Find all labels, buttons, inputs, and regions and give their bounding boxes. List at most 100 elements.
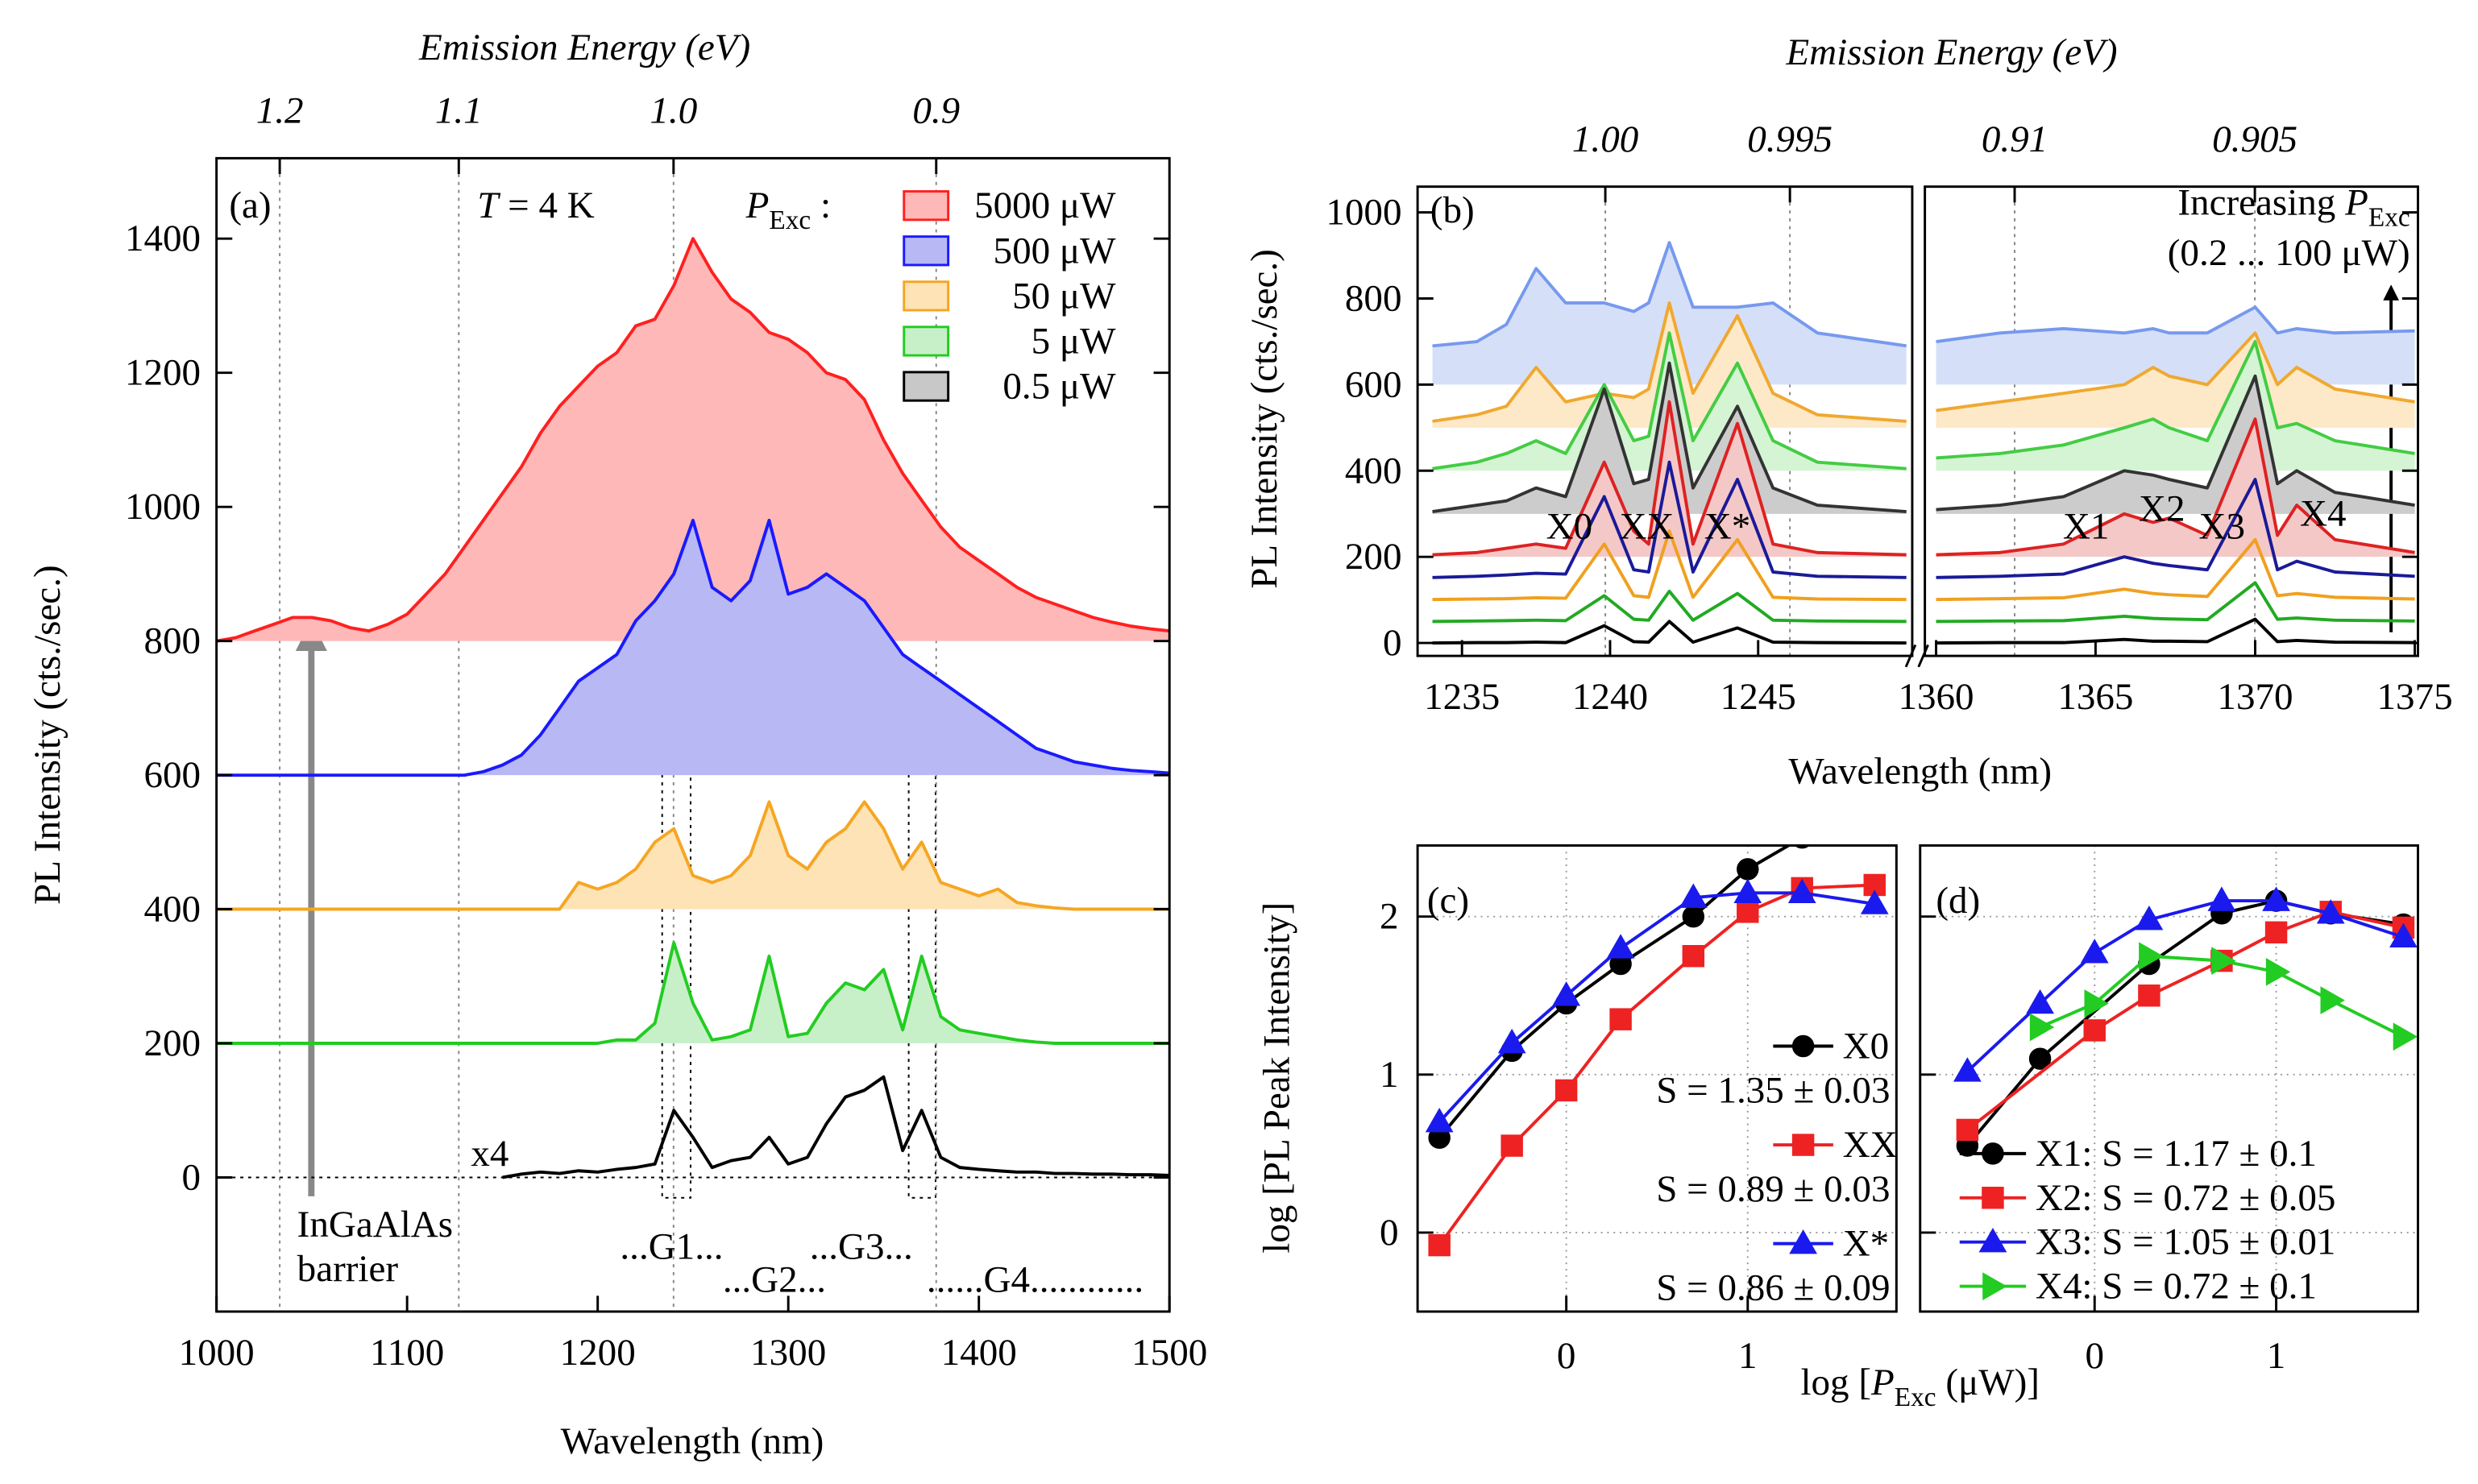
legend-marker: [1982, 1272, 2007, 1300]
y-tick-label: 2: [1380, 896, 1399, 938]
marker: [1679, 883, 1708, 908]
top-tick-label: 1.2: [256, 90, 304, 132]
top-axis-title: Emission Energy (eV): [418, 27, 750, 68]
barrier-label: barrier: [297, 1248, 399, 1290]
spectrum-fill: [216, 802, 1170, 910]
x-axis-title: Wavelength (nm): [1788, 750, 2052, 792]
y-tick-label: 0: [182, 1156, 201, 1198]
y-axis-title: PL Intensity (cts./sec.): [27, 565, 68, 905]
y-tick-label: 1000: [1326, 192, 1401, 234]
top-tick-label: 0.91: [1982, 118, 2048, 160]
x-tick-label: 1000: [179, 1332, 255, 1374]
annotation: x4: [471, 1133, 508, 1175]
x-tick-label: 1200: [560, 1332, 636, 1374]
legend-marker: [1791, 1134, 1815, 1156]
annotation: ...G2...: [723, 1259, 826, 1301]
legend-marker: [1978, 1228, 2007, 1253]
legend-swatch: [903, 325, 950, 357]
legend-label: X*: [1843, 1223, 1890, 1265]
temperature-label: T = 4 K: [477, 184, 595, 226]
x-axis-title-part: (μW)]: [1936, 1362, 2040, 1403]
y-tick-label: 1200: [125, 352, 201, 394]
axis-break: [1904, 644, 1917, 668]
marker: [2316, 899, 2345, 924]
legend-marker: [1791, 1034, 1815, 1058]
top-tick-label: 0.9: [912, 90, 960, 132]
annotation: ......G4............: [927, 1259, 1144, 1301]
spectrum-line: [1432, 361, 1907, 514]
spectrum-line: [1936, 617, 2415, 645]
x-tick-label: 1400: [941, 1332, 1017, 1374]
marker: [2080, 939, 2109, 964]
marker: [2264, 921, 2288, 944]
annotation: X1: [2063, 505, 2110, 547]
spectrum-line: [1432, 620, 1907, 645]
marker: [1497, 1028, 1526, 1054]
x-axis-title-part: P: [1870, 1362, 1895, 1403]
y-tick-label: 400: [143, 888, 201, 930]
spectrum-line: [1432, 241, 1907, 348]
annotation: X0: [1546, 505, 1593, 547]
marker: [1737, 858, 1759, 881]
x-tick-label: 1370: [2217, 676, 2293, 718]
marker: [2138, 984, 2160, 1007]
legend-label: X3: S = 1.05 ± 0.01: [2036, 1221, 2336, 1263]
group-box: [907, 731, 936, 1199]
spectrum-line: [1936, 305, 2415, 344]
legend-swatch: [903, 190, 950, 222]
legend-swatch: [903, 280, 950, 312]
spectrum-line: [1936, 537, 2415, 602]
barrier-label: InGaAlAs: [297, 1204, 453, 1246]
legend-label: X4: S = 0.72 ± 0.1: [2036, 1266, 2317, 1308]
marker: [1425, 1107, 1454, 1133]
x-tick-label: 1300: [750, 1332, 826, 1374]
legend-label: 0.5 μW: [1002, 366, 1116, 408]
series-group: [1953, 886, 2418, 1157]
power-note-part: Increasing: [2177, 181, 2345, 223]
spectrum-fill: [1936, 375, 2415, 514]
spectrum-line: [1936, 331, 2415, 412]
marker: [2211, 947, 2236, 975]
marker: [1953, 1057, 1982, 1082]
top-tick-label: 0.995: [1747, 118, 1833, 160]
top-tick-label: 1.1: [435, 90, 483, 132]
legend-title-part: :: [811, 184, 831, 226]
spectrum-fill: [1936, 419, 2415, 558]
legend-title-part: Exc: [769, 205, 811, 235]
legend-label: X0: [1843, 1026, 1890, 1067]
spectrum-fill: [216, 238, 1170, 641]
x-axis-title: Wavelength (nm): [561, 1420, 824, 1462]
annotation: X4: [2300, 493, 2347, 535]
marker: [1609, 1008, 1632, 1030]
plot-frame: [1416, 844, 1898, 1313]
marker: [2135, 905, 2164, 931]
plot-frame: [215, 156, 1171, 1313]
spectrum-line: [502, 1075, 1170, 1179]
marker: [1552, 981, 1581, 1006]
spectrum-line: [1432, 400, 1907, 557]
spectrum-fill: [216, 943, 1170, 1043]
marker: [1682, 945, 1705, 968]
marker: [1428, 1233, 1451, 1257]
spectrum-fill: [1936, 342, 2415, 471]
fit-label: S = 0.86 ± 0.09: [1656, 1267, 1890, 1309]
y-tick-label: 600: [1345, 363, 1402, 405]
spectrum-line: [1432, 460, 1907, 579]
annotation: XX: [1619, 505, 1674, 547]
legend-swatch: [903, 235, 950, 267]
x-axis-title: log [PExc (μW)]: [1800, 1362, 2040, 1412]
x-tick-label: 1245: [1720, 676, 1796, 718]
y-tick-label: 0: [1380, 1212, 1399, 1254]
spectrum-line: [216, 941, 1170, 1045]
y-tick-label: 400: [1345, 450, 1402, 491]
legend-title: PExc :: [745, 184, 831, 235]
plot-frame: [1919, 844, 2419, 1313]
marker: [2320, 986, 2345, 1015]
x-tick-label: 1: [2267, 1335, 2286, 1377]
marker: [2207, 886, 2236, 911]
x-axis-title-part: log [: [1800, 1362, 1871, 1403]
spectrum-line: [1936, 478, 2415, 579]
